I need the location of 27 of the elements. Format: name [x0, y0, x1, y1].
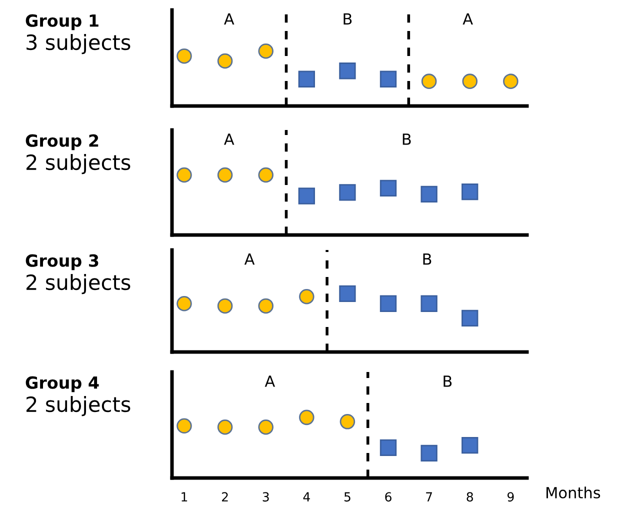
chart-subtitle: 2 subjects	[26, 396, 130, 416]
chart-title: Group 3	[26, 254, 98, 270]
chart-title: Group 2	[26, 134, 98, 150]
x-axis-title: Months	[546, 486, 600, 498]
chart-title: Group 4	[26, 376, 99, 392]
text: A	[224, 13, 234, 24]
chart-subtitle: 3 subjects	[26, 34, 130, 54]
text: A	[244, 254, 255, 265]
text: A	[264, 376, 276, 387]
text: A	[224, 134, 234, 145]
x-tick-label: 6	[385, 492, 392, 502]
text: B	[444, 376, 452, 387]
chart-subtitle: 2 subjects	[26, 154, 130, 174]
x-tick-label: 2	[222, 492, 228, 502]
chart-title: Group 1	[26, 14, 98, 30]
x-tick-label: 7	[426, 492, 432, 502]
text: A	[462, 13, 473, 24]
x-tick-label: 4	[303, 492, 310, 502]
text: B	[344, 13, 352, 24]
x-tick-label: 8	[466, 492, 473, 502]
x-tick-label: 9	[507, 492, 514, 502]
x-tick-label: 1	[182, 492, 188, 502]
text: B	[423, 254, 432, 265]
x-tick-label: 5	[344, 492, 350, 502]
text: B	[402, 134, 411, 145]
x-tick-label: 3	[262, 492, 269, 502]
chart-subtitle: 2 subjects	[26, 274, 130, 294]
